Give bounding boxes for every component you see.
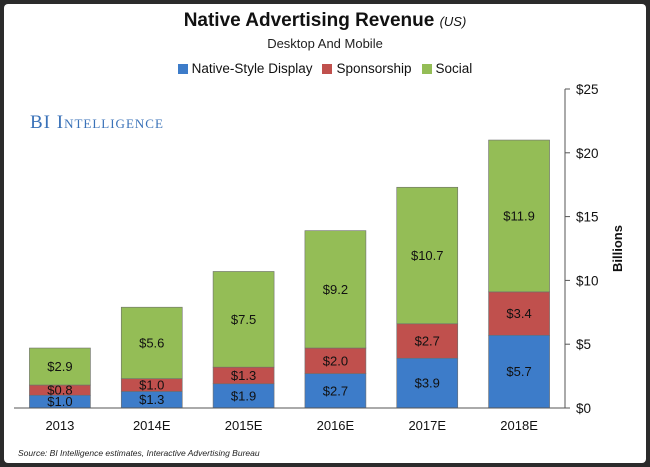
bar-social-2018E xyxy=(488,139,550,293)
legend-item-social: Social xyxy=(421,61,473,76)
legend-item-sponsorship: Sponsorship xyxy=(322,61,412,76)
data-label-1-2018E: $3.4 xyxy=(506,306,531,321)
x-tick-label-2014E: 2014E xyxy=(133,418,171,433)
bar-social-2016E xyxy=(304,230,367,349)
y-axis-label: Billions xyxy=(610,225,625,272)
legend-label-social: Social xyxy=(435,61,473,76)
bar-social-2014E xyxy=(120,306,183,379)
legend-label-sponsorship: Sponsorship xyxy=(336,61,412,76)
bar-native-style-display-2018E xyxy=(488,334,550,409)
data-label-2-2013: $2.9 xyxy=(47,359,72,374)
y-tick-label-5: $5 xyxy=(576,337,591,352)
chart-legend: Native-Style Display Sponsorship Social xyxy=(4,61,646,76)
y-tick-label-25: $25 xyxy=(576,82,599,97)
data-label-2-2016E: $9.2 xyxy=(323,282,348,297)
data-label-1-2015E: $1.3 xyxy=(231,368,256,383)
data-label-0-2018E: $5.7 xyxy=(506,364,531,379)
y-tick-label-15: $15 xyxy=(576,210,599,225)
bar-sponsorship-2016E xyxy=(304,347,367,374)
legend-label-display: Native-Style Display xyxy=(191,61,313,76)
bar-social-2015E xyxy=(212,271,275,368)
x-tick-label-2017E: 2017E xyxy=(408,418,446,433)
legend-swatch-display xyxy=(177,63,188,74)
chart-title-unit: (US) xyxy=(439,14,467,29)
legend-item-display: Native-Style Display xyxy=(177,61,313,76)
y-tick-label-20: $20 xyxy=(576,146,599,161)
legend-swatch-sponsorship xyxy=(322,63,333,74)
data-label-0-2015E: $1.9 xyxy=(231,388,256,403)
data-label-2-2014E: $5.6 xyxy=(139,335,164,350)
data-label-0-2013: $1.0 xyxy=(47,394,72,409)
chart-title: Native Advertising Revenue (US) xyxy=(4,10,646,32)
data-label-1-2014E: $1.0 xyxy=(139,378,164,393)
chart-subtitle: Desktop And Mobile xyxy=(267,36,383,51)
brand-logo-text: BI Intelligence xyxy=(30,112,164,133)
bar-social-2013 xyxy=(29,347,91,386)
x-tick-label-2016E: 2016E xyxy=(317,418,355,433)
legend-swatch-social xyxy=(421,63,432,74)
bar-native-style-display-2015E xyxy=(212,383,275,409)
data-label-1-2013: $0.8 xyxy=(47,383,72,398)
x-tick-label-2015E: 2015E xyxy=(225,418,263,433)
data-label-0-2014E: $1.3 xyxy=(139,392,164,407)
bar-social-2017E xyxy=(396,186,459,325)
source-note: Source: BI Intelligence estimates, Inter… xyxy=(18,448,260,458)
data-label-2-2017E: $10.7 xyxy=(411,248,444,263)
bar-native-style-display-2016E xyxy=(304,373,367,409)
data-label-1-2017E: $2.7 xyxy=(415,334,440,349)
chart-title-text: Native Advertising Revenue xyxy=(183,10,435,31)
data-label-0-2017E: $3.9 xyxy=(415,376,440,391)
data-label-0-2016E: $2.7 xyxy=(323,383,348,398)
y-tick-label-10: $10 xyxy=(576,273,599,288)
bar-sponsorship-2018E xyxy=(488,291,550,336)
bar-sponsorship-2017E xyxy=(396,323,459,359)
bar-native-style-display-2017E xyxy=(396,357,459,409)
x-tick-label-2018E: 2018E xyxy=(500,418,538,433)
x-tick-label-2013: 2013 xyxy=(45,418,74,433)
data-label-2-2015E: $7.5 xyxy=(231,312,256,327)
data-label-2-2018E: $11.9 xyxy=(503,208,535,223)
y-tick-label-0: $0 xyxy=(576,401,591,416)
data-label-1-2016E: $2.0 xyxy=(323,353,348,368)
